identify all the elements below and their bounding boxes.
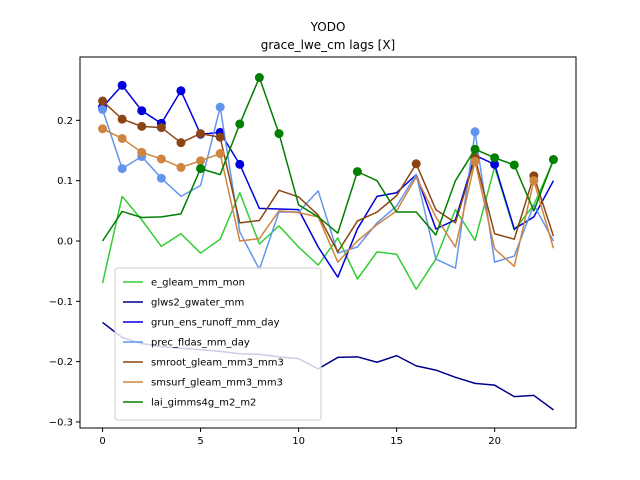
- axes-layer: 0 5 10 15 20 −0.3 −0.2 −0.1 0.0 0.1 0.2: [49, 56, 577, 447]
- data-point: [509, 160, 519, 170]
- data-point: [215, 149, 225, 159]
- legend-entry: prec_fldas_mm_day: [123, 338, 250, 349]
- data-point: [117, 80, 127, 90]
- data-point: [156, 173, 166, 183]
- legend-label: prec_fldas_mm_day: [151, 338, 250, 349]
- legend-label: glws2_gwater_mm: [151, 298, 244, 309]
- data-point: [176, 138, 186, 148]
- data-point: [137, 147, 147, 157]
- legend-label: lai_gimms4g_m2_m2: [151, 398, 256, 409]
- data-point: [98, 104, 108, 114]
- data-point: [176, 86, 186, 96]
- data-point: [470, 144, 480, 154]
- data-point: [176, 162, 186, 172]
- legend: e_gleam_mm_mon glws2_gwater_mm grun_ens_ru…: [114, 267, 322, 421]
- series-line: [101, 76, 555, 242]
- data-point: [196, 164, 206, 174]
- data-point: [98, 96, 108, 106]
- series-line: [101, 160, 555, 290]
- data-point: [274, 129, 284, 139]
- data-point: [529, 176, 539, 186]
- data-point: [215, 102, 225, 112]
- legend-label: smsurf_gleam_mm3_mm3: [151, 378, 283, 389]
- data-point: [117, 114, 127, 124]
- data-point: [196, 156, 206, 166]
- data-point: [548, 155, 558, 165]
- x-tick-label: 5: [197, 436, 203, 447]
- chart-title: YODO: [310, 20, 346, 34]
- series-layer: [98, 73, 558, 411]
- data-point: [215, 132, 225, 142]
- y-tick-label: −0.3: [49, 417, 73, 428]
- data-point: [490, 153, 500, 163]
- data-point: [254, 73, 264, 83]
- data-point: [98, 124, 108, 134]
- series-smsurf_gleam_mm3_mm3: [98, 124, 555, 268]
- legend-entry: lai_gimms4g_m2_m2: [123, 398, 256, 409]
- legend-entry: glws2_gwater_mm: [123, 298, 244, 309]
- data-point: [470, 127, 480, 137]
- y-tick-label: −0.1: [49, 297, 73, 308]
- data-point: [156, 123, 166, 133]
- series-lai_gimms4g_m2_m2: [101, 73, 558, 242]
- legend-label: smroot_gleam_mm3_mm3: [151, 358, 284, 369]
- x-tick-label: 15: [390, 436, 403, 447]
- legend-entry: e_gleam_mm_mon: [123, 278, 245, 289]
- data-point: [490, 159, 500, 169]
- data-point: [137, 121, 147, 131]
- legend-box: [114, 267, 322, 421]
- legend-entry: grun_ens_runoff_mm_day: [123, 318, 280, 329]
- y-tick-label: 0.1: [57, 176, 73, 187]
- chart-subtitle: grace_lwe_cm lags [X]: [261, 38, 395, 52]
- data-point: [156, 154, 166, 164]
- y-tick-label: 0.0: [57, 236, 73, 247]
- data-point: [235, 159, 245, 169]
- series-line: [101, 106, 555, 271]
- series-prec_fldas_mm_day: [98, 102, 555, 271]
- data-point: [137, 106, 147, 116]
- series-line: [102, 100, 555, 253]
- data-point: [117, 133, 127, 143]
- data-point: [352, 167, 362, 177]
- series-smroot_gleam_mm3_mm3: [98, 96, 555, 253]
- x-tick-label: 20: [488, 436, 501, 447]
- legend-label: grun_ens_runoff_mm_day: [151, 318, 280, 329]
- y-tick-label: −0.2: [49, 357, 73, 368]
- data-point: [235, 119, 245, 129]
- data-point: [196, 129, 206, 139]
- x-tick-label: 0: [99, 436, 105, 447]
- legend-label: e_gleam_mm_mon: [151, 278, 245, 289]
- y-tick-label: 0.2: [57, 116, 73, 127]
- legend-entry: smroot_gleam_mm3_mm3: [123, 358, 284, 369]
- series-e_gleam_mm_mon: [101, 160, 555, 290]
- series-line: [101, 84, 555, 278]
- data-point: [470, 156, 480, 166]
- x-tick-label: 10: [292, 436, 305, 447]
- legend-entry: smsurf_gleam_mm3_mm3: [123, 378, 283, 389]
- data-point: [411, 159, 421, 169]
- series-grun_ens_runoff_mm_day: [98, 80, 555, 278]
- plot-frame: [79, 56, 577, 429]
- data-point: [117, 164, 127, 174]
